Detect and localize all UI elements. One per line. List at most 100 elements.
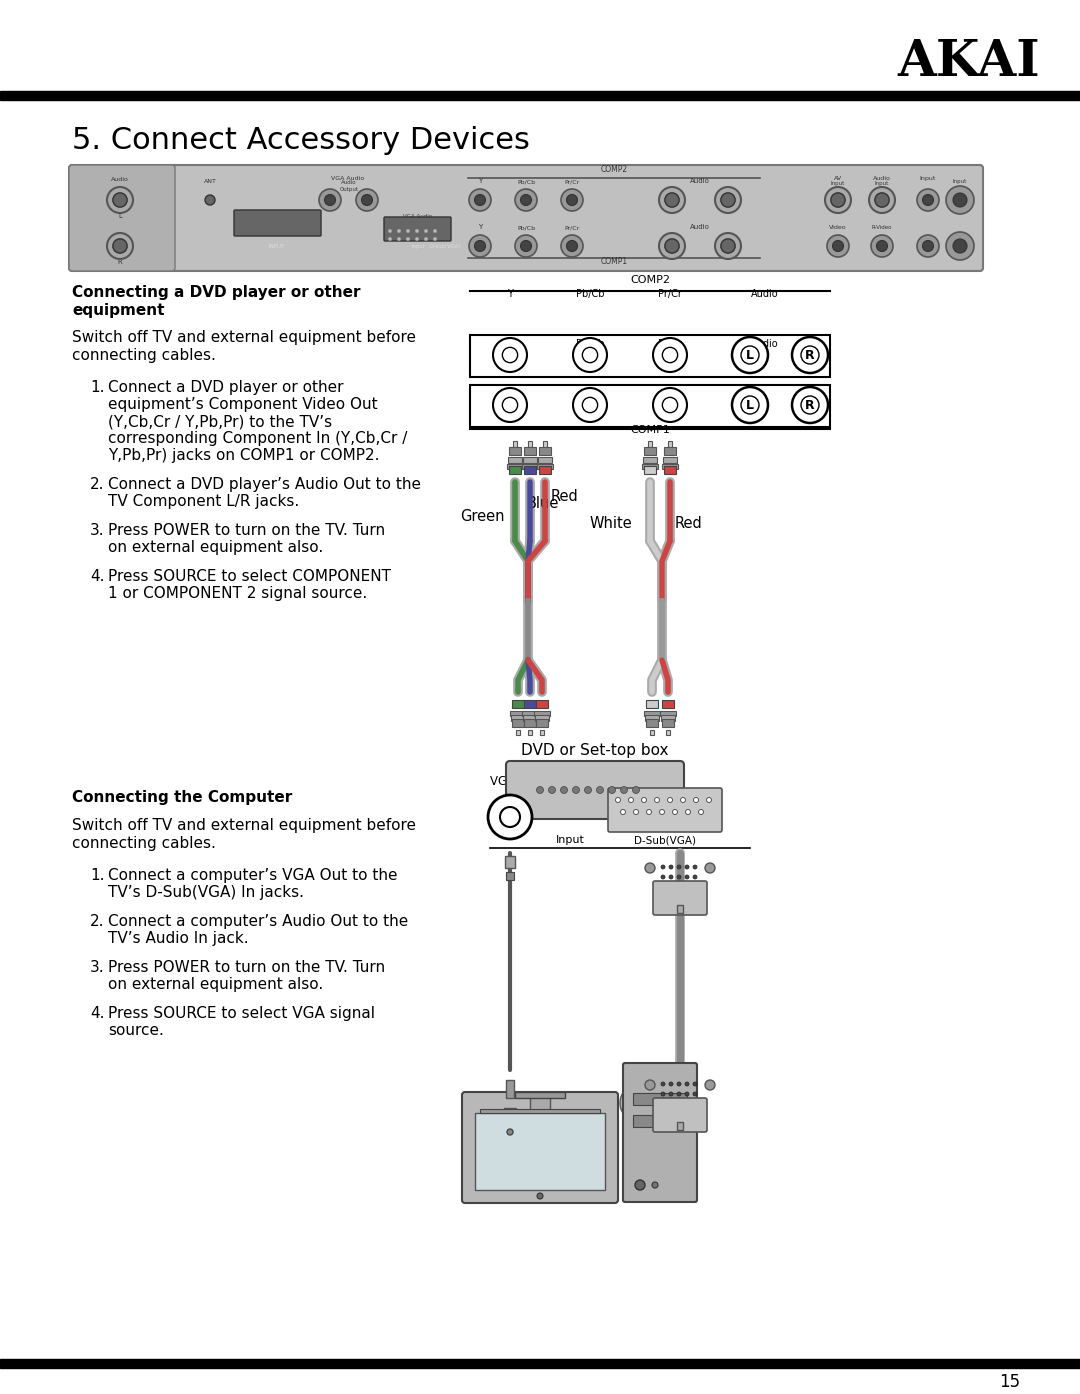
Circle shape bbox=[107, 233, 133, 259]
Text: Input: Input bbox=[875, 181, 889, 185]
Bar bbox=[645, 715, 659, 721]
Bar bbox=[536, 700, 548, 708]
Text: (Y,Cb,Cr / Y,Pb,Pr) to the TV’s: (Y,Cb,Cr / Y,Pb,Pr) to the TV’s bbox=[108, 414, 333, 429]
Circle shape bbox=[469, 236, 491, 256]
Circle shape bbox=[521, 195, 531, 205]
Bar bbox=[646, 700, 658, 708]
Text: 15: 15 bbox=[999, 1373, 1021, 1391]
Circle shape bbox=[869, 187, 895, 213]
Text: VGA Audio: VGA Audio bbox=[332, 176, 365, 181]
Circle shape bbox=[660, 810, 664, 814]
Text: corresponding Component In (Y,Cb,Cr /: corresponding Component In (Y,Cb,Cr / bbox=[108, 431, 407, 446]
Text: Audio: Audio bbox=[873, 176, 891, 181]
Circle shape bbox=[537, 1193, 543, 1199]
Text: Red: Red bbox=[551, 488, 579, 503]
Bar bbox=[0, 1359, 1080, 1368]
Text: Output: Output bbox=[339, 187, 359, 192]
Text: Audio: Audio bbox=[752, 339, 779, 348]
FancyBboxPatch shape bbox=[69, 164, 175, 270]
Text: Input: Input bbox=[953, 178, 967, 184]
Circle shape bbox=[424, 237, 428, 241]
Text: connecting cables.: connecting cables. bbox=[72, 348, 216, 362]
Circle shape bbox=[324, 195, 336, 205]
Circle shape bbox=[693, 866, 697, 868]
Circle shape bbox=[705, 1080, 715, 1090]
Circle shape bbox=[561, 786, 567, 793]
Text: Blue: Blue bbox=[527, 495, 559, 510]
Text: R: R bbox=[725, 195, 731, 205]
Circle shape bbox=[953, 238, 967, 252]
Text: Audio: Audio bbox=[690, 178, 710, 184]
Bar bbox=[503, 1119, 517, 1124]
Text: Y,Pb,Pr) jacks on COMP1 or COMP2.: Y,Pb,Pr) jacks on COMP1 or COMP2. bbox=[108, 447, 379, 463]
Circle shape bbox=[415, 229, 419, 233]
Circle shape bbox=[521, 241, 531, 251]
Bar bbox=[510, 711, 526, 717]
Circle shape bbox=[665, 238, 679, 254]
Circle shape bbox=[792, 388, 828, 422]
Circle shape bbox=[112, 238, 127, 254]
Circle shape bbox=[662, 347, 677, 362]
Text: 1 or COMPONENT 2 signal source.: 1 or COMPONENT 2 signal source. bbox=[108, 585, 367, 601]
Bar bbox=[648, 441, 652, 447]
Circle shape bbox=[792, 337, 828, 374]
Circle shape bbox=[662, 397, 677, 413]
Bar bbox=[538, 457, 552, 463]
Bar bbox=[677, 905, 683, 913]
Circle shape bbox=[661, 1092, 665, 1096]
Circle shape bbox=[917, 190, 939, 210]
Bar bbox=[505, 856, 515, 868]
Bar bbox=[664, 466, 676, 474]
Text: Connect a DVD player’s Audio Out to the: Connect a DVD player’s Audio Out to the bbox=[108, 477, 421, 492]
Text: R: R bbox=[725, 241, 731, 251]
Text: Press POWER to turn on the TV. Turn: Press POWER to turn on the TV. Turn bbox=[108, 960, 386, 974]
Circle shape bbox=[424, 229, 428, 233]
Text: Audio: Audio bbox=[752, 289, 779, 298]
Text: source.: source. bbox=[108, 1023, 164, 1039]
Circle shape bbox=[507, 1129, 513, 1135]
Bar bbox=[507, 464, 523, 468]
Bar bbox=[528, 441, 532, 447]
Text: COMP1: COMP1 bbox=[600, 256, 627, 266]
Bar bbox=[543, 441, 546, 447]
Text: 1.: 1. bbox=[90, 381, 105, 395]
Text: Press POWER to turn on the TV. Turn: Press POWER to turn on the TV. Turn bbox=[108, 523, 386, 538]
Text: L: L bbox=[836, 195, 840, 205]
Circle shape bbox=[492, 337, 527, 372]
Circle shape bbox=[875, 192, 889, 208]
FancyBboxPatch shape bbox=[69, 164, 983, 270]
Bar bbox=[662, 719, 674, 728]
Circle shape bbox=[415, 237, 419, 241]
Text: 2.: 2. bbox=[90, 477, 105, 492]
Circle shape bbox=[953, 192, 967, 206]
Circle shape bbox=[107, 187, 133, 213]
Text: 4.: 4. bbox=[90, 1006, 105, 1020]
Text: Connect a computer’s Audio Out to the: Connect a computer’s Audio Out to the bbox=[108, 914, 408, 928]
FancyBboxPatch shape bbox=[623, 1064, 697, 1202]
Text: DVI(HDCP): DVI(HDCP) bbox=[260, 213, 294, 217]
Text: 5. Connect Accessory Devices: 5. Connect Accessory Devices bbox=[72, 125, 530, 155]
Text: Pb/Cb: Pb/Cb bbox=[517, 224, 535, 230]
Text: Pb/Cb: Pb/Cb bbox=[576, 289, 604, 298]
Text: Audio: Audio bbox=[111, 177, 129, 183]
Circle shape bbox=[642, 797, 647, 803]
Text: Input: Input bbox=[555, 835, 584, 845]
Circle shape bbox=[653, 337, 687, 372]
Circle shape bbox=[673, 810, 677, 814]
Text: Switch off TV and external equipment before: Switch off TV and external equipment bef… bbox=[72, 818, 416, 834]
Text: D-Sub(VGA): D-Sub(VGA) bbox=[429, 244, 461, 250]
Circle shape bbox=[500, 807, 519, 827]
Circle shape bbox=[433, 237, 436, 241]
Text: White: White bbox=[590, 516, 632, 531]
Text: on external equipment also.: on external equipment also. bbox=[108, 977, 323, 993]
Circle shape bbox=[388, 229, 392, 233]
Text: VGA Audio: VGA Audio bbox=[490, 775, 552, 788]
Text: Switch off TV and external equipment before: Switch off TV and external equipment bef… bbox=[72, 330, 416, 344]
Circle shape bbox=[659, 187, 685, 213]
Text: COMP1: COMP1 bbox=[630, 425, 670, 435]
Text: Pr/Cr: Pr/Cr bbox=[658, 339, 681, 348]
Circle shape bbox=[573, 388, 607, 422]
Bar bbox=[677, 1122, 683, 1131]
Circle shape bbox=[515, 190, 537, 210]
Bar bbox=[513, 441, 517, 447]
